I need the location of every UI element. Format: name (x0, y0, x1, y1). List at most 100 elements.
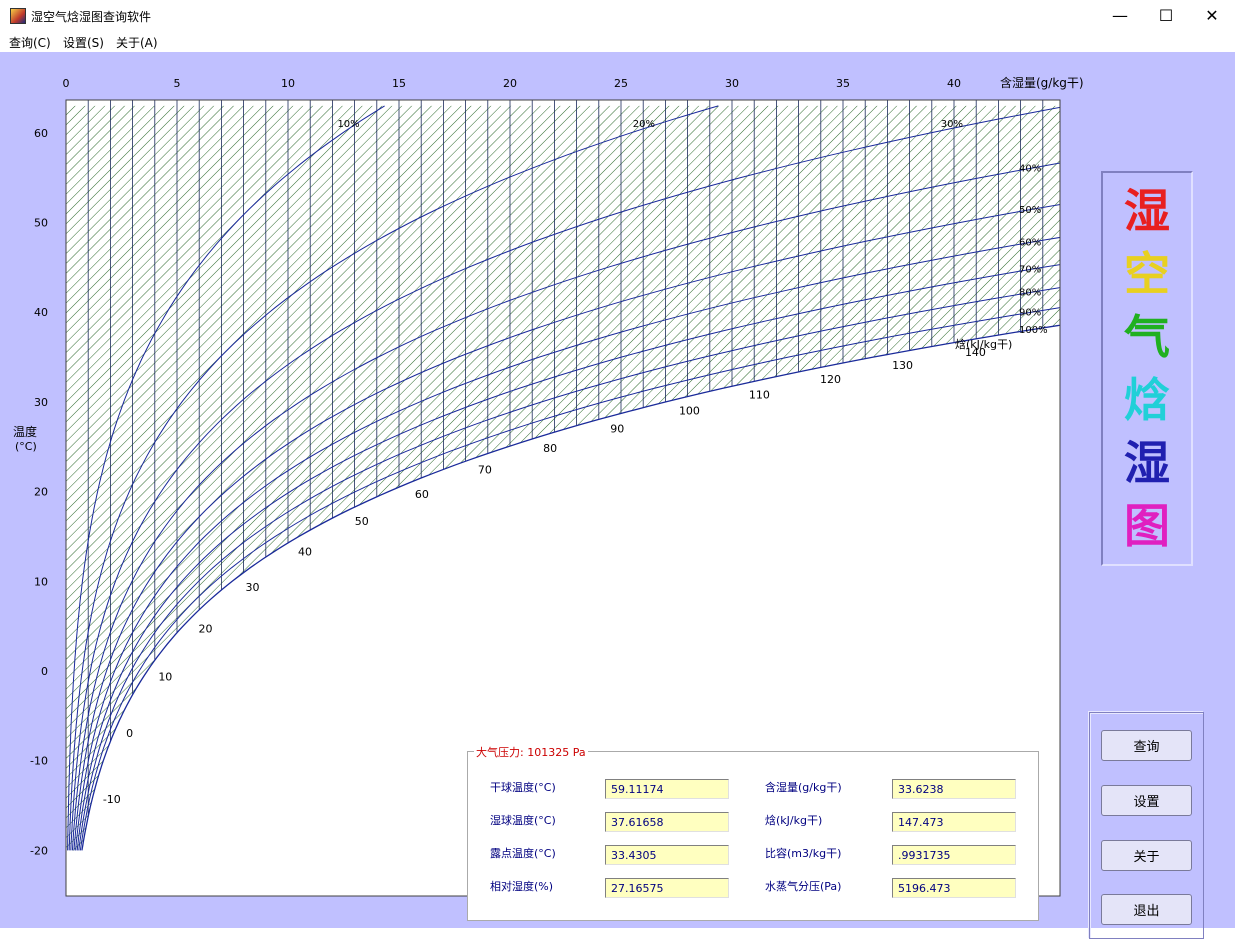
enthalpy-tick-label: 30 (246, 581, 260, 594)
rh-curve-label: 90% (1019, 308, 1041, 319)
enthalpy-axis-label: 焓(kJ/kg干) (955, 337, 1012, 351)
side-title-char: 气 (1124, 309, 1170, 364)
close-button[interactable]: ✕ (1205, 6, 1219, 25)
rh-curve-40 (71, 162, 1060, 851)
x-tick-label: 40 (947, 77, 961, 90)
pressure-value: 101325 Pa (527, 746, 586, 759)
left-axis-ticks: -20 -10 0 10 20 30 40 50 60 (30, 127, 48, 858)
specific-volume-label: 比容(m3/kg干) (765, 847, 842, 860)
pressure-label: 大气压力: (476, 746, 524, 759)
menu-about[interactable]: 关于(A) (116, 36, 158, 50)
y-tick-label: 60 (34, 127, 48, 140)
rh-curve-label: 10% (337, 119, 359, 130)
enthalpy-tick-label: 20 (199, 622, 213, 635)
side-title-char: 图 (1124, 499, 1170, 554)
about-button[interactable]: 关于 (1101, 840, 1192, 871)
enthalpy-tick-label: 130 (892, 359, 913, 372)
rh-curve-60 (75, 236, 1060, 851)
enthalpy-tick-label: 100 (679, 405, 700, 418)
enthalpy-tick-label: 60 (415, 488, 429, 501)
enthalpy-tick-label: -10 (103, 793, 121, 806)
rh-label: 相对湿度(%) (490, 880, 554, 893)
y-tick-label: 0 (41, 665, 48, 678)
wet-bulb-field[interactable]: 37.61658 (605, 812, 729, 832)
vapor-pressure-label: 水蒸气分压(Pa) (765, 880, 842, 893)
vapor-pressure-field[interactable]: 5196.473 (892, 878, 1016, 898)
menu-settings[interactable]: 设置(S) (63, 36, 104, 50)
x-tick-label: 25 (614, 77, 628, 90)
y-tick-label: 40 (34, 306, 48, 319)
x-tick-label: 0 (63, 77, 70, 90)
air-state-panel: 大气压力: 101325 Pa 干球温度(°C) 59.11174 含湿量(g/… (467, 744, 1039, 921)
maximize-button[interactable]: ☐ (1158, 6, 1174, 25)
rh-curve-label: 40% (1019, 163, 1041, 174)
enthalpy-field[interactable]: 147.473 (892, 812, 1016, 832)
rh-curve-label: 20% (633, 119, 655, 130)
y-tick-label: 30 (34, 396, 48, 409)
app-icon (10, 8, 26, 24)
x-tick-label: 5 (174, 77, 181, 90)
x-tick-label: 35 (836, 77, 850, 90)
pressure-legend: 大气压力: 101325 Pa (474, 744, 588, 760)
humidity-label: 含湿量(g/kg干) (765, 781, 842, 794)
minimize-button[interactable]: — (1112, 6, 1128, 25)
rh-curve-labels: 10% 20% 30% 40% 50% 60% 70% 80% 90% 100% (337, 119, 1047, 336)
y-tick-label: 10 (34, 575, 48, 588)
button-group: 查询 设置 关于 退出 (1089, 712, 1204, 939)
rh-curve-label: 50% (1019, 205, 1041, 216)
rh-curves (67, 105, 1060, 851)
rh-curve-10 (67, 105, 385, 851)
wet-bulb-label: 湿球温度(°C) (490, 814, 556, 827)
y-tick-label: 20 (34, 486, 48, 499)
specific-volume-field[interactable]: .9931735 (892, 845, 1016, 865)
enthalpy-tick-label: 0 (126, 727, 133, 740)
enthalpy-tick-label: 40 (298, 546, 312, 559)
client-area: 0 5 10 15 20 25 30 35 40 -20 -10 0 10 20 30 40 50 60 -10… (0, 52, 1235, 939)
humidity-grid-lines (87, 100, 1044, 817)
enthalpy-tick-label: 70 (478, 464, 492, 477)
rh-curve-30 (70, 106, 1060, 851)
window-title: 湿空气焓湿图查询软件 (31, 10, 152, 24)
rh-curve-20 (68, 105, 719, 851)
title-bar: 湿空气焓湿图查询软件 — ☐ ✕ (0, 0, 1235, 31)
enthalpy-tick-label: 140 (965, 346, 986, 359)
enthalpy-ticks: -10 0 10 20 30 40 50 60 70 80 90 100 110 120 130 140 (103, 346, 986, 806)
query-button[interactable]: 查询 (1101, 730, 1192, 761)
enthalpy-label: 焓(kJ/kg干) (765, 814, 823, 827)
rh-curve-label: 60% (1019, 238, 1041, 249)
enthalpy-tick-label: 110 (749, 388, 770, 401)
dew-point-field[interactable]: 33.4305 (605, 845, 729, 865)
rh-curve-70 (76, 264, 1060, 851)
enthalpy-tick-label: 10 (158, 671, 172, 684)
dew-point-label: 露点温度(°C) (490, 847, 556, 860)
rh-curve-label: 80% (1019, 288, 1041, 299)
top-axis-label: 含湿量(g/kg干) (1000, 75, 1084, 90)
rh-curve-label: 70% (1019, 265, 1041, 276)
rh-curve-90 (79, 307, 1060, 851)
y-tick-label: -20 (30, 844, 48, 857)
rh-field[interactable]: 27.16575 (605, 878, 729, 898)
settings-button[interactable]: 设置 (1101, 785, 1192, 816)
y-tick-label: 50 (34, 217, 48, 230)
x-tick-label: 20 (503, 77, 517, 90)
menu-bar: 查询(C) 设置(S) 关于(A) (0, 31, 1235, 53)
enthalpy-tick-label: 90 (610, 422, 624, 435)
enthalpy-tick-label: 50 (355, 515, 369, 528)
rh-curve-100 (81, 324, 1060, 851)
enthalpy-tick-label: 80 (543, 442, 557, 455)
side-title-char: 湿 (1124, 436, 1170, 491)
x-tick-label: 15 (392, 77, 406, 90)
side-title-panel: 湿 空 气 焓 湿 图 (1101, 171, 1193, 566)
exit-button[interactable]: 退出 (1101, 894, 1192, 925)
rh-curve-label: 30% (941, 119, 963, 130)
menu-query[interactable]: 查询(C) (9, 36, 51, 50)
chart-hatch-region (66, 105, 1060, 851)
humidity-field[interactable]: 33.6238 (892, 779, 1016, 799)
rh-curve-80 (78, 287, 1060, 851)
side-title-char: 湿 (1124, 183, 1170, 238)
top-axis-ticks: 0 5 10 15 20 25 30 35 40 (63, 77, 962, 90)
rh-curve-label: 100% (1019, 325, 1048, 336)
left-axis-unit: (°C) (15, 440, 37, 453)
y-tick-label: -10 (30, 755, 48, 768)
dry-bulb-field[interactable]: 59.11174 (605, 779, 729, 799)
